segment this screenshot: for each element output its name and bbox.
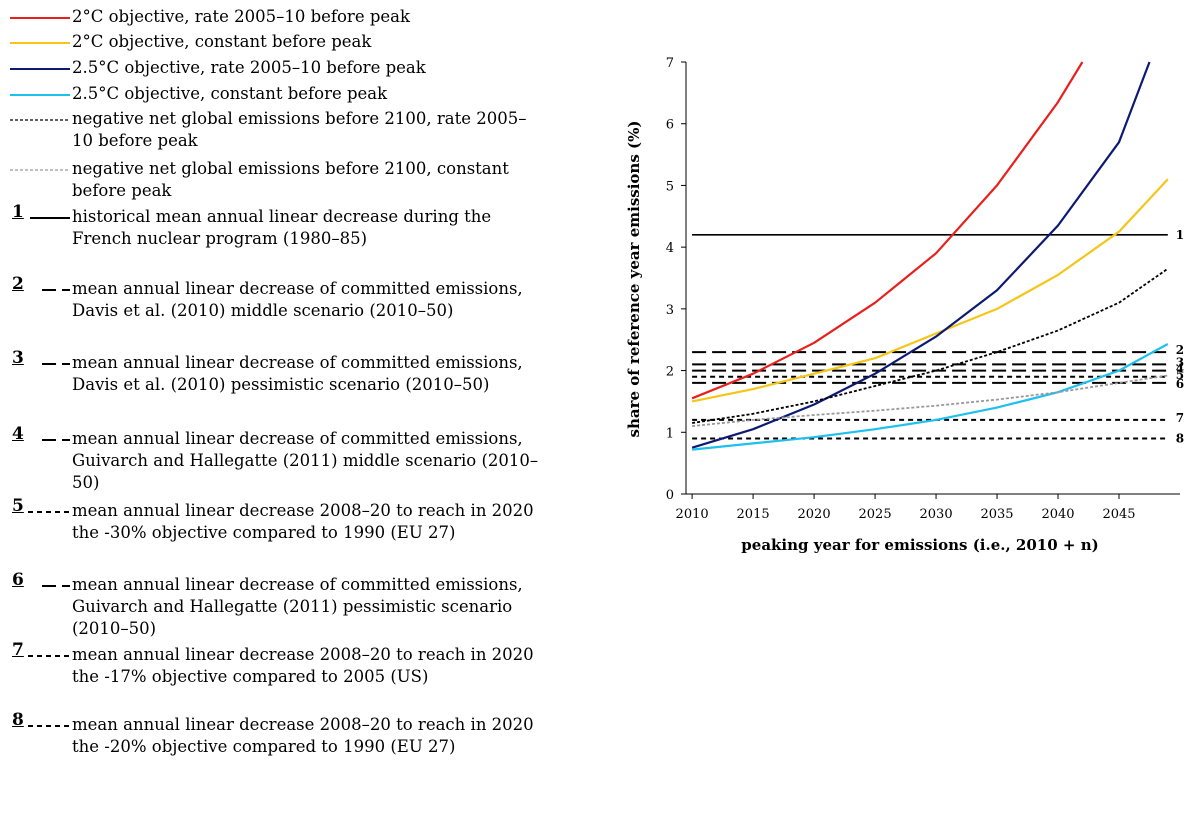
legend-swatch [10, 17, 70, 19]
legend-label: 2°C objective, rate 2005–10 before peak [72, 7, 410, 26]
series-line [691, 343, 1169, 451]
y-tick-label: 7 [666, 56, 674, 71]
series-line [691, 178, 1169, 403]
legend-number: 4 [12, 424, 24, 444]
legend-label: mean annual linear decrease of committed… [72, 279, 523, 320]
legend-swatch [10, 68, 70, 70]
legend-number: 7 [12, 640, 24, 660]
y-tick-label: 2 [666, 365, 674, 380]
legend-swatch [28, 655, 70, 657]
legend-label: negative net global emissions before 210… [72, 159, 509, 200]
legend-number: 3 [12, 348, 24, 368]
reference-line-label: 3 [1176, 356, 1184, 370]
legend-label: mean annual linear decrease of committed… [72, 575, 523, 638]
legend-label: mean annual linear decrease 2008–20 to r… [72, 645, 534, 686]
x-tick-label: 2035 [980, 507, 1013, 522]
legend-swatch [28, 725, 70, 727]
reference-line-label: 8 [1176, 431, 1184, 445]
legend-label: 2.5°C objective, rate 2005–10 before pea… [72, 58, 426, 77]
legend-swatch [42, 363, 70, 365]
y-tick-label: 3 [666, 303, 674, 318]
legend-number: 2 [12, 274, 24, 294]
y-tick-label: 1 [666, 426, 674, 441]
reference-line-label: 1 [1176, 228, 1184, 242]
legend-swatch [10, 119, 70, 121]
legend-swatch [30, 217, 70, 219]
x-tick-label: 2020 [798, 507, 831, 522]
x-tick-label: 2015 [737, 507, 770, 522]
x-tick-label: 2010 [676, 507, 709, 522]
legend-number: 6 [12, 570, 24, 590]
legend-label: historical mean annual linear decrease d… [72, 207, 492, 248]
legend-label: 2°C objective, constant before peak [72, 32, 372, 51]
legend-label: mean annual linear decrease of committed… [72, 429, 539, 492]
legend-label: mean annual linear decrease 2008–20 to r… [72, 501, 534, 542]
legend-swatch [42, 585, 70, 587]
legend-swatch [42, 439, 70, 441]
legend-swatch [10, 42, 70, 44]
legend-number: 1 [12, 202, 24, 222]
x-axis-title: peaking year for emissions (i.e., 2010 +… [741, 536, 1099, 554]
series-line [691, 61, 1151, 449]
y-tick-label: 5 [666, 179, 674, 194]
reference-line-label: 5 [1176, 368, 1184, 382]
x-tick-label: 2025 [859, 507, 892, 522]
y-tick-label: 4 [666, 241, 674, 256]
x-tick-label: 2045 [1102, 507, 1135, 522]
legend-swatch [42, 289, 70, 291]
reference-line-label: 6 [1176, 377, 1184, 391]
reference-line-label: 7 [1176, 411, 1184, 425]
reference-line-label: 4 [1176, 362, 1184, 376]
x-tick-label: 2030 [920, 507, 953, 522]
x-tick-label: 2040 [1041, 507, 1074, 522]
y-axis-title: share of reference year emissions (%) [625, 120, 643, 438]
series-line [691, 267, 1169, 424]
series-line [692, 374, 1168, 427]
legend-label: mean annual linear decrease 2008–20 to r… [72, 715, 534, 756]
reference-line-label: 2 [1176, 343, 1184, 357]
legend-number: 8 [12, 710, 24, 730]
legend-swatch [10, 94, 70, 96]
y-tick-label: 0 [666, 488, 674, 503]
legend-number: 5 [12, 496, 24, 516]
legend-swatch [10, 169, 70, 171]
chart: 0 1 2 3 4 5 6 7 2010 2015 2020 2025 2030 2035 2040 2045… [620, 50, 1200, 570]
legend-swatch [28, 511, 70, 513]
legend-label: negative net global emissions before 210… [72, 109, 527, 150]
legend-label: mean annual linear decrease of committed… [72, 353, 523, 394]
series-line [691, 61, 1084, 400]
y-tick-label: 6 [666, 118, 674, 133]
legend-label: 2.5°C objective, constant before peak [72, 84, 388, 103]
